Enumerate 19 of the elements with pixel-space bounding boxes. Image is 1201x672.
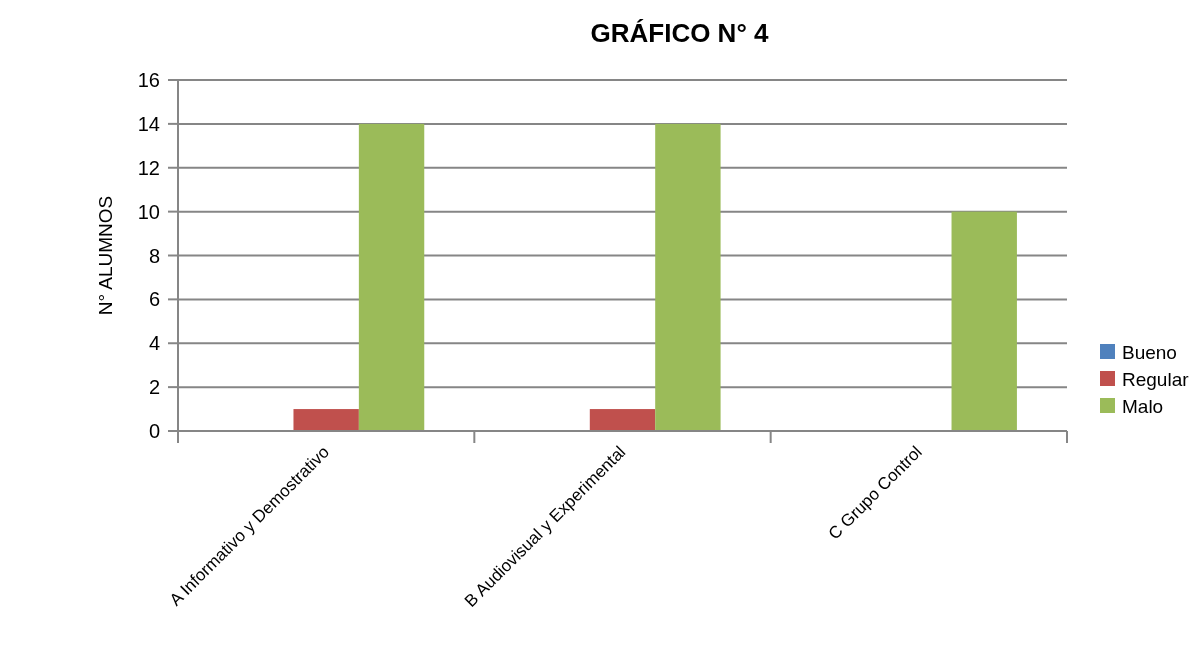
bar [358, 123, 425, 431]
bar [589, 409, 656, 431]
y-tick-label: 10 [137, 200, 160, 223]
y-tick-label: 0 [148, 420, 160, 442]
legend-label: Malo [1122, 395, 1164, 417]
legend-label: Regular [1122, 368, 1190, 390]
y-tick-label: 8 [148, 244, 160, 267]
y-axis-title: N° ALUMNOS [95, 195, 116, 316]
bar [293, 409, 359, 431]
chart-title: GRÁFICO N° 4 [590, 18, 770, 48]
y-tick-label: 12 [137, 156, 160, 179]
y-tick-label: 16 [137, 69, 160, 91]
y-tick-label: 6 [148, 288, 160, 311]
bar [655, 123, 721, 431]
y-tick-label: 14 [137, 112, 160, 135]
legend-label: Bueno [1122, 341, 1177, 363]
y-tick-label: 2 [148, 376, 160, 399]
y-tick-label: 4 [148, 332, 160, 355]
bar [951, 211, 1017, 431]
